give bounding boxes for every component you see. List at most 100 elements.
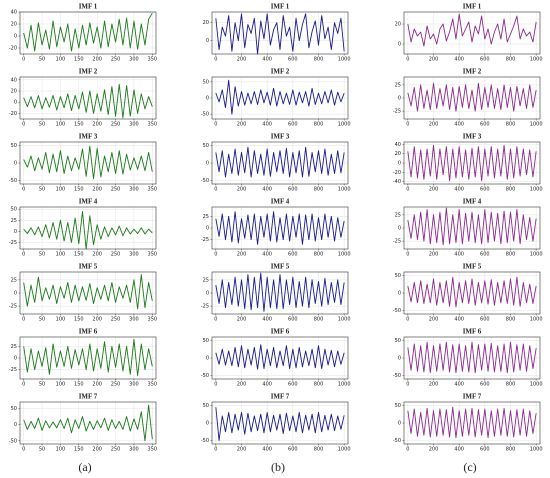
x-tick-label: 0: [406, 447, 409, 453]
plot-frame: [19, 76, 157, 120]
x-tick-label: 100: [56, 317, 66, 323]
y-tick-label: 0: [14, 229, 17, 235]
chart-title: IMF 2: [79, 68, 98, 76]
plot-frame: [211, 206, 349, 250]
x-tick-label: 600: [480, 187, 490, 193]
y-tick-label: -50: [201, 178, 209, 184]
x-tick-label: 200: [237, 252, 247, 258]
x-tick-label: 1000: [530, 317, 543, 323]
x-tick-label: 50: [39, 57, 45, 63]
y-tick-label: 25: [11, 218, 17, 224]
signal-line: [23, 210, 153, 250]
x-tick-label: 0: [406, 122, 409, 128]
x-tick-label: 250: [111, 122, 121, 128]
x-tick-label: 400: [454, 122, 464, 128]
x-tick-label: 600: [480, 382, 490, 388]
y-tick-label: 0: [206, 421, 209, 427]
x-tick-label: 350: [148, 317, 158, 323]
y-tick-label: 0: [206, 356, 209, 362]
x-tick-label: 200: [237, 57, 247, 63]
x-tick-label: 200: [92, 57, 102, 63]
x-tick-label: 250: [111, 187, 121, 193]
x-tick-label: 0: [214, 447, 217, 453]
y-tick-label: -50: [9, 178, 17, 184]
y-tick-label: -50: [393, 373, 401, 379]
x-tick-label: 0: [214, 317, 217, 323]
x-tick-label: 300: [129, 447, 139, 453]
y-tick-label: 50: [395, 273, 401, 279]
y-tick-label: -25: [201, 304, 209, 310]
plot-frame: [211, 336, 349, 380]
x-tick-label: 250: [111, 57, 121, 63]
chart-title: IMF 7: [271, 393, 290, 401]
y-tick-label: 0: [14, 34, 17, 40]
x-tick-label: 200: [92, 187, 102, 193]
x-tick-label: 0: [214, 187, 217, 193]
chart-title: IMF 6: [271, 328, 290, 336]
y-tick-label: 50: [11, 143, 17, 149]
x-tick-label: 200: [92, 382, 102, 388]
chart-title: IMF 7: [79, 393, 98, 401]
y-tick-label: 20: [11, 22, 17, 28]
x-tick-label: 300: [129, 382, 139, 388]
x-tick-label: 0: [406, 382, 409, 388]
x-tick-label: 800: [314, 382, 324, 388]
x-tick-label: 400: [454, 187, 464, 193]
x-tick-label: 0: [406, 252, 409, 258]
y-tick-label: 50: [203, 79, 209, 85]
x-tick-label: 200: [237, 447, 247, 453]
x-tick-label: 0: [22, 252, 25, 258]
y-tick-label: 40: [11, 77, 17, 83]
plot-frame: [403, 11, 541, 55]
x-tick-label: 600: [288, 317, 298, 323]
x-tick-label: 800: [314, 122, 324, 128]
x-tick-label: 800: [314, 187, 324, 193]
y-tick-label: -25: [201, 237, 209, 243]
x-tick-label: 200: [429, 252, 439, 258]
x-tick-label: 400: [262, 252, 272, 258]
y-tick-label: -20: [9, 46, 17, 52]
x-tick-label: 0: [214, 382, 217, 388]
x-tick-label: 600: [288, 187, 298, 193]
x-tick-label: 350: [148, 187, 158, 193]
chart-title: IMF 5: [463, 263, 482, 271]
signal-line: [407, 207, 537, 246]
chart-title: IMF 4: [271, 198, 290, 206]
x-tick-label: 150: [74, 447, 84, 453]
x-tick-label: 600: [480, 57, 490, 63]
plot-frame: [211, 401, 349, 445]
signal-line: [407, 144, 537, 182]
y-tick-label: 0: [14, 356, 17, 362]
y-tick-label: 40: [395, 142, 401, 148]
x-tick-label: 0: [22, 122, 25, 128]
x-tick-label: 400: [454, 382, 464, 388]
y-tick-label: -50: [201, 438, 209, 444]
x-tick-label: 150: [74, 252, 84, 258]
x-tick-label: 0: [214, 122, 217, 128]
x-tick-label: 800: [506, 57, 516, 63]
y-tick-label: 0: [206, 161, 209, 167]
plot-frame: [403, 336, 541, 380]
plot-frame: [403, 76, 541, 120]
x-tick-label: 200: [237, 187, 247, 193]
x-tick-label: 250: [111, 252, 121, 258]
x-tick-label: 250: [111, 382, 121, 388]
chart-title: IMF 1: [79, 3, 98, 11]
plot-frame: [211, 271, 349, 315]
x-tick-label: 350: [148, 382, 158, 388]
signal-line: [215, 211, 345, 245]
plot-frame: [211, 11, 349, 55]
plot-frame: [19, 401, 157, 445]
x-tick-label: 200: [92, 447, 102, 453]
x-tick-label: 600: [288, 447, 298, 453]
signal-line: [215, 272, 345, 312]
x-tick-label: 200: [429, 317, 439, 323]
signal-line: [407, 82, 537, 112]
x-tick-label: 1000: [338, 382, 351, 388]
y-tick-label: -25: [9, 240, 17, 246]
y-tick-label: 20: [395, 151, 401, 157]
signal-line: [215, 79, 345, 115]
x-tick-label: 150: [74, 122, 84, 128]
x-tick-label: 800: [506, 447, 516, 453]
